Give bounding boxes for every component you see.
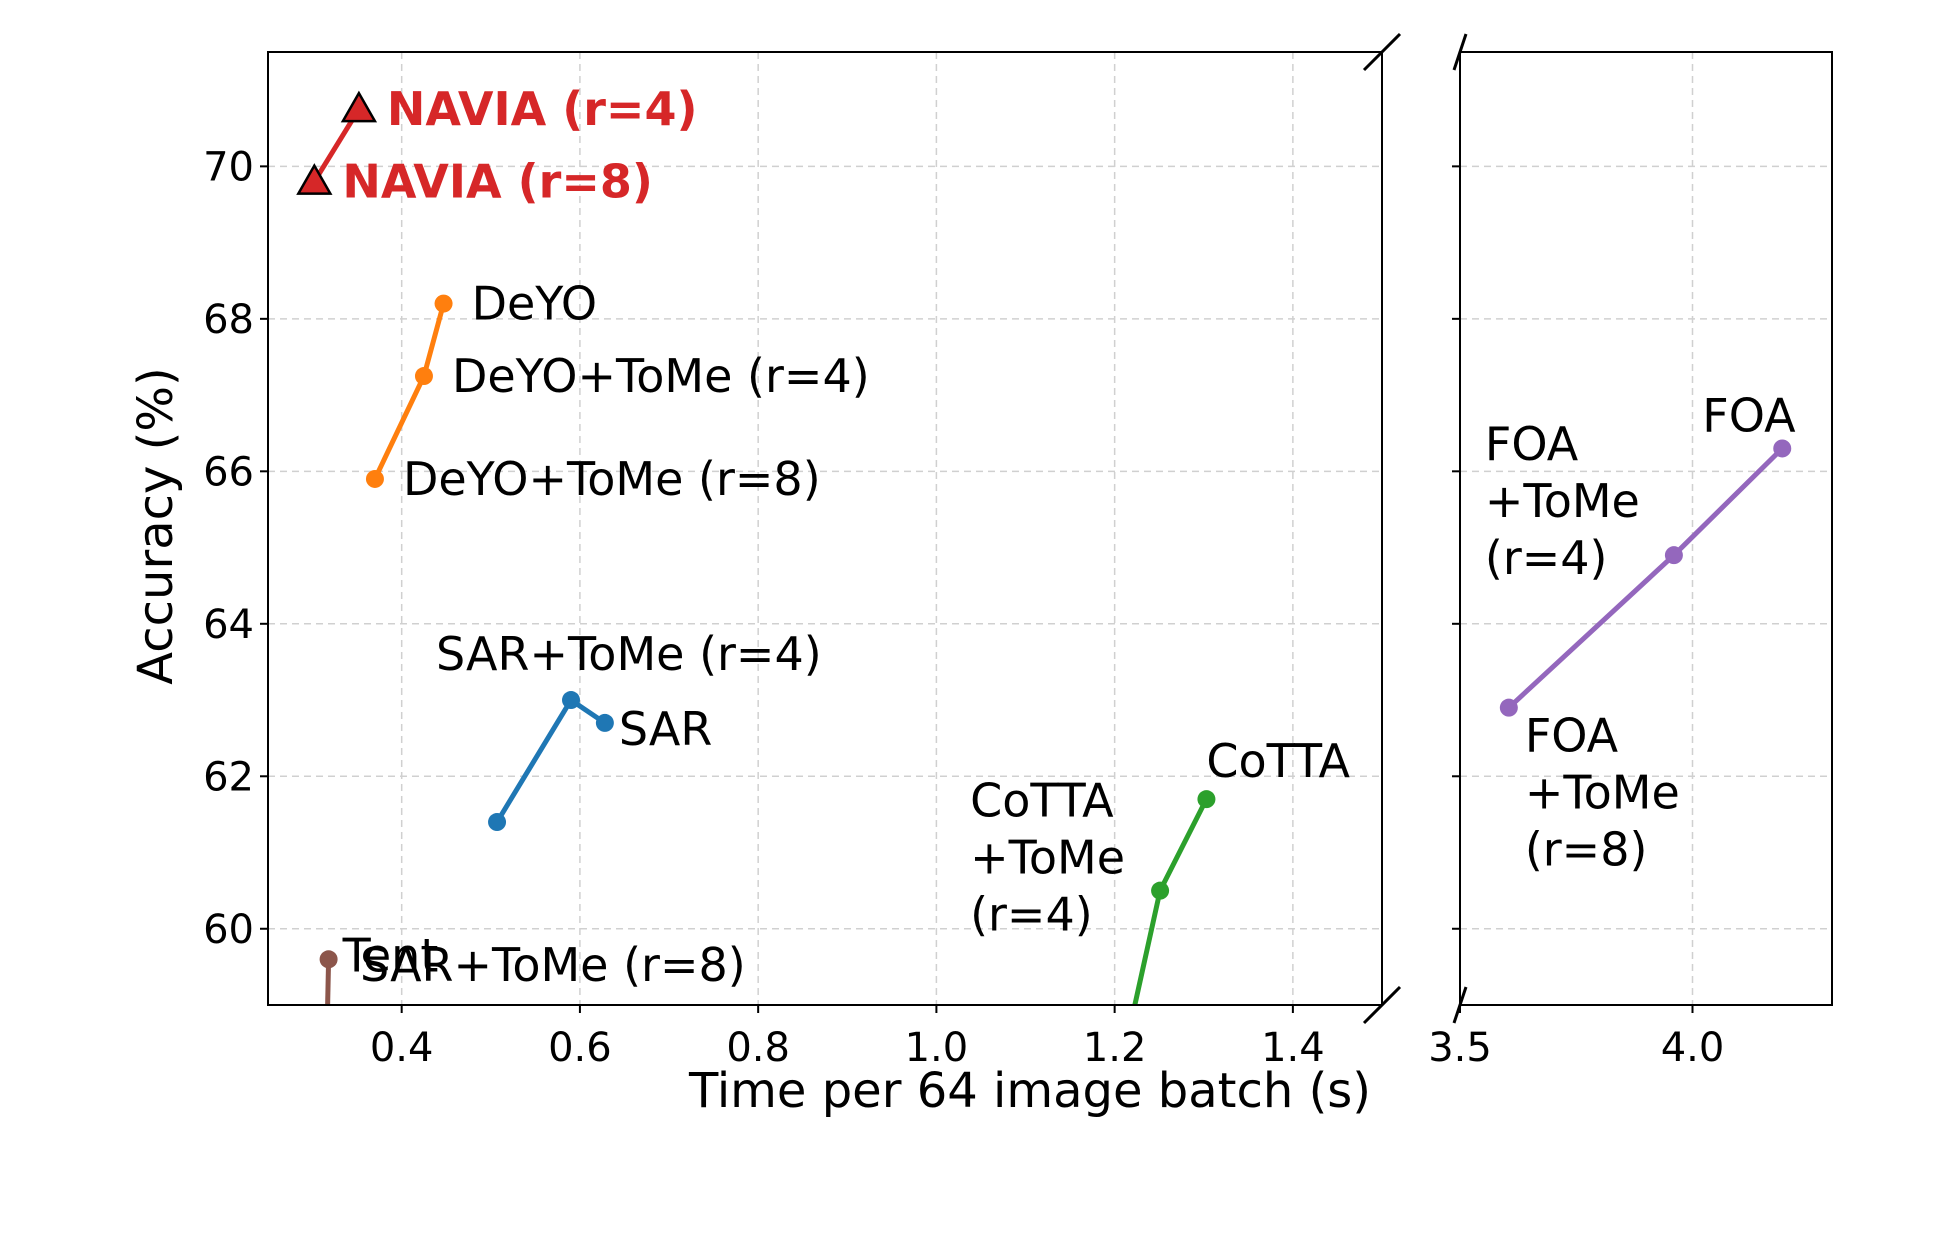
series-line xyxy=(494,697,607,824)
point-label-line: Tent xyxy=(342,928,439,982)
point-label-line: CoTTA xyxy=(970,774,1114,828)
point-label: SAR+ToMe (r=8) xyxy=(360,938,746,992)
data-point xyxy=(365,469,384,488)
series-group xyxy=(1499,439,1792,717)
point-label-line: +ToMe xyxy=(1485,474,1640,528)
data-point xyxy=(1664,546,1683,565)
point-label-line: FOA xyxy=(1485,417,1579,471)
point-label-line: DeYO+ToMe (r=8) xyxy=(403,452,821,506)
x-tick-label: 1.4 xyxy=(1261,1025,1325,1071)
point-label: SAR+ToMe (r=4) xyxy=(436,627,822,681)
point-label: CoTTA +ToMe (r=4) xyxy=(970,774,1125,942)
x-tick-label: 0.6 xyxy=(548,1025,612,1071)
data-point xyxy=(414,367,433,386)
point-label: FOA +ToMe (r=8) xyxy=(1525,709,1680,877)
y-tick-label: 64 xyxy=(203,602,254,648)
series-group xyxy=(296,90,378,195)
left-panel-frame xyxy=(267,51,1383,1006)
point-label: FOA xyxy=(1702,388,1796,442)
y-tick-label: 68 xyxy=(203,297,254,343)
point-label-line: (r=4) xyxy=(1485,531,1608,585)
y-tick-label: 70 xyxy=(203,144,254,190)
series-group xyxy=(488,691,614,832)
point-label: DeYO+ToMe (r=4) xyxy=(452,349,870,403)
y-tick-label: 66 xyxy=(203,449,254,495)
point-label-line: DeYO xyxy=(472,277,598,331)
point-label: NAVIA (r=8) xyxy=(342,155,653,209)
point-label-line: SAR xyxy=(619,702,712,756)
axes-layer: 60 62 64 66 68 70 0.4 0.6 0.8 1.0 1.2 1.4 3.5 4.0 xyxy=(203,32,1833,1071)
x-tick-label: 1.2 xyxy=(1083,1025,1147,1071)
point-label: CoTTA xyxy=(1206,734,1350,788)
x-axis-title: Time per 64 image batch (s) xyxy=(688,1063,1371,1119)
grid-layer xyxy=(268,52,1832,1005)
x-tick-label: 0.4 xyxy=(370,1025,434,1071)
point-label-line: +ToMe xyxy=(970,831,1125,885)
axis-break-mark xyxy=(1452,986,1468,1024)
data-point xyxy=(1197,790,1216,809)
y-tick-label: 60 xyxy=(203,907,254,953)
series-group xyxy=(365,294,453,488)
point-label-line: NAVIA (r=8) xyxy=(342,155,653,209)
data-point xyxy=(1499,698,1518,717)
y-axis-title: Accuracy (%) xyxy=(128,367,184,684)
point-label-line: FOA xyxy=(1702,388,1796,442)
point-label-line: +ToMe xyxy=(1525,766,1680,820)
data-point xyxy=(595,713,614,732)
axis-break-mark xyxy=(1362,985,1402,1025)
point-label: NAVIA (r=4) xyxy=(387,82,698,136)
x-tick-label: 4.0 xyxy=(1661,1025,1725,1071)
x-tick-label: 0.8 xyxy=(726,1025,790,1071)
point-label: FOA +ToMe (r=4) xyxy=(1485,417,1640,585)
point-label-line: FOA xyxy=(1525,709,1619,763)
point-label-line: (r=8) xyxy=(1525,823,1648,877)
axis-break-mark xyxy=(1362,32,1402,72)
data-point xyxy=(318,1034,336,1052)
series-group xyxy=(318,950,338,1052)
series-layer xyxy=(296,90,1792,1052)
point-label: SAR xyxy=(619,702,712,756)
point-label: DeYO+ToMe (r=8) xyxy=(403,452,821,506)
data-point xyxy=(1151,881,1170,900)
point-label-line: NAVIA (r=4) xyxy=(387,82,698,136)
data-point xyxy=(434,294,453,313)
point-label-line: CoTTA xyxy=(1206,734,1350,788)
x-tick-label: 1.0 xyxy=(905,1025,969,1071)
point-label-line: SAR+ToMe (r=8) xyxy=(360,938,746,992)
data-point xyxy=(488,813,507,832)
series-group xyxy=(1132,790,1216,1005)
point-label-line: (r=4) xyxy=(970,888,1093,942)
series-line xyxy=(325,959,332,1005)
right-panel-frame xyxy=(1459,51,1833,1006)
data-point-triangle xyxy=(340,90,378,123)
data-point xyxy=(319,950,338,969)
data-point xyxy=(1773,439,1792,458)
data-point-triangle xyxy=(296,163,333,195)
x-tick-label: 3.5 xyxy=(1428,1025,1492,1071)
point-label-line: DeYO+ToMe (r=4) xyxy=(452,349,870,403)
y-tick-label: 62 xyxy=(203,754,254,800)
point-label: Tent xyxy=(342,928,439,982)
data-point xyxy=(562,691,581,710)
labels-layer: NAVIA (r=4) NAVIA (r=8) DeYO DeYO+ToMe (r=4… xyxy=(342,82,1797,992)
point-label: DeYO xyxy=(472,277,598,331)
axis-break-mark xyxy=(1452,33,1468,71)
point-label-line: SAR+ToMe (r=4) xyxy=(436,627,822,681)
